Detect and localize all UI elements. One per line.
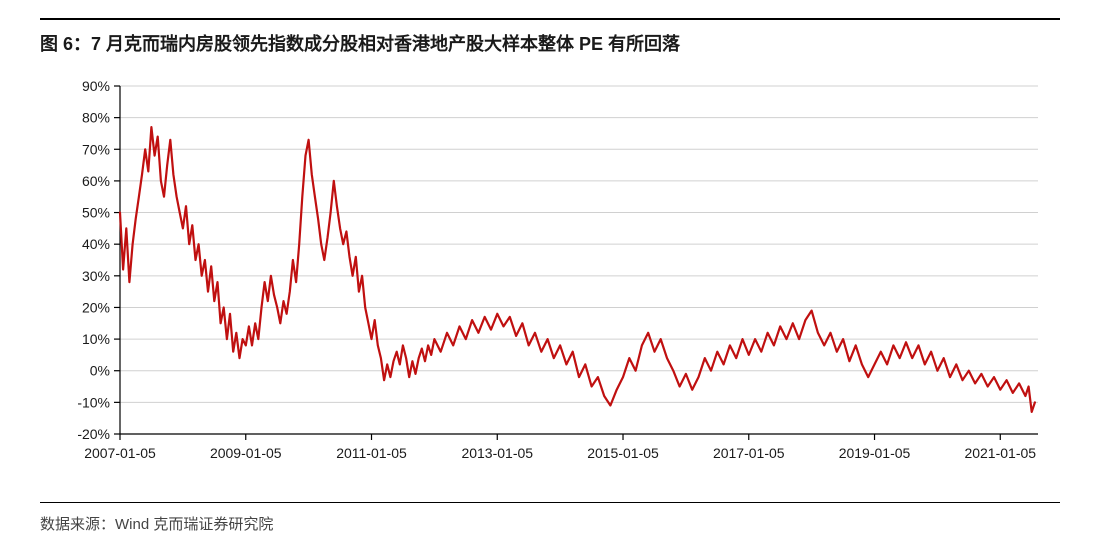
svg-text:60%: 60% [82,173,110,189]
svg-text:2019-01-05: 2019-01-05 [839,445,911,461]
chart-container: -20% -10% 0% 10% 20% 30% 40% 50% 60% 70% 80% 90% 200… [50,74,1050,474]
svg-text:40%: 40% [82,236,110,252]
svg-text:2009-01-05: 2009-01-05 [210,445,282,461]
svg-text:2021-01-05: 2021-01-05 [964,445,1036,461]
svg-text:2007-01-05: 2007-01-05 [84,445,156,461]
svg-text:0%: 0% [90,363,110,379]
svg-text:2013-01-05: 2013-01-05 [461,445,533,461]
svg-text:20%: 20% [82,299,110,315]
svg-text:10%: 10% [82,331,110,347]
svg-text:70%: 70% [82,141,110,157]
svg-text:-10%: -10% [77,394,110,410]
svg-text:2011-01-05: 2011-01-05 [336,445,407,461]
svg-text:80%: 80% [82,110,110,126]
svg-text:2015-01-05: 2015-01-05 [587,445,659,461]
figure-title: 图 6：7 月克而瑞内房股领先指数成分股相对香港地产股大样本整体 PE 有所回落 [40,18,1060,64]
svg-text:50%: 50% [82,205,110,221]
line-chart: -20% -10% 0% 10% 20% 30% 40% 50% 60% 70% 80% 90% 200… [50,74,1050,474]
data-source: 数据来源：Wind 克而瑞证券研究院 [40,502,1060,534]
svg-text:90%: 90% [82,78,110,94]
svg-text:2017-01-05: 2017-01-05 [713,445,785,461]
svg-text:30%: 30% [82,268,110,284]
svg-text:-20%: -20% [77,426,110,442]
